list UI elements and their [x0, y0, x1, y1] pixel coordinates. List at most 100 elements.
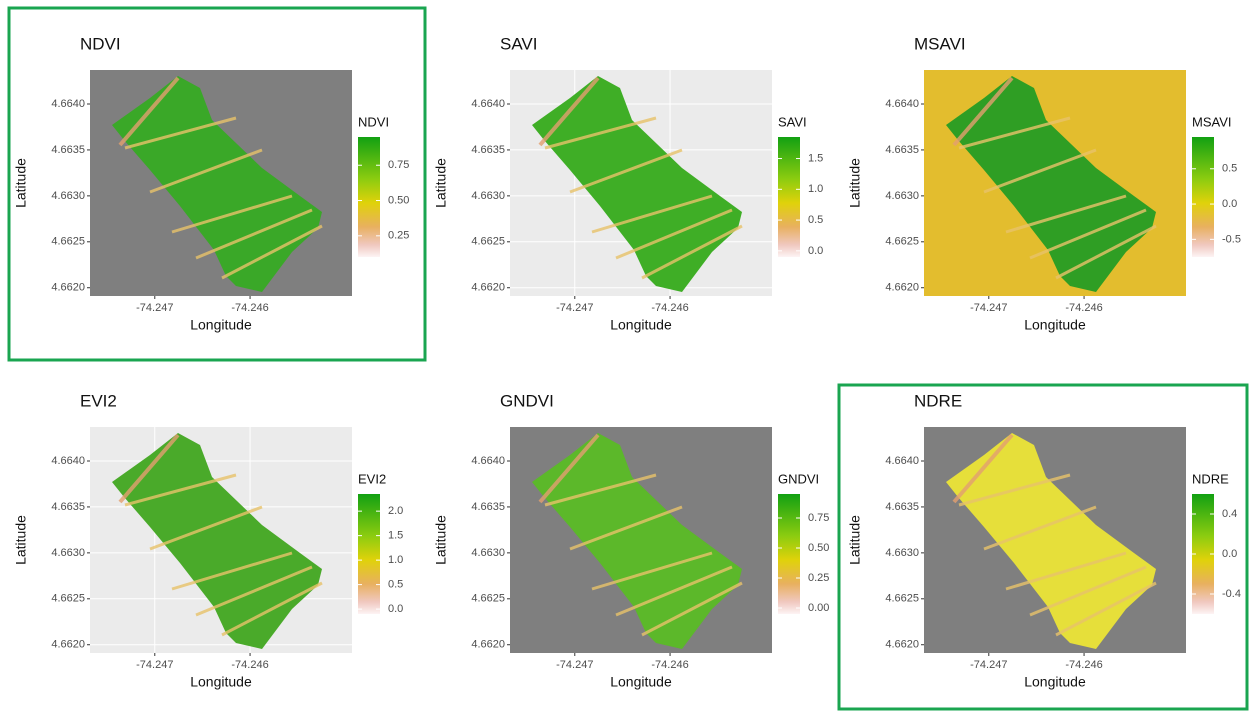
field-strip [983, 505, 1097, 551]
panel-title: GNDVI [500, 391, 554, 410]
x-tick-label: -74.247 [556, 302, 593, 314]
x-tick-label: -74.246 [1065, 302, 1102, 314]
field-edge-strip [952, 76, 1014, 147]
colorbar [358, 494, 380, 614]
x-axis-label: Longitude [1024, 674, 1086, 690]
field-strip [171, 551, 293, 591]
field-strip [149, 505, 263, 551]
colorbar [778, 494, 800, 614]
field-strip [1029, 565, 1147, 617]
field-strip [171, 194, 293, 234]
field-strip [591, 551, 713, 591]
field-edge-strip [538, 433, 600, 504]
y-tick-label: 4.6620 [471, 639, 505, 651]
colorbar-tick-label: 0.5 [808, 214, 823, 226]
field-strip [1055, 581, 1157, 637]
y-tick-label: 4.6630 [885, 547, 919, 559]
field-strip [124, 116, 237, 150]
legend-title: NDVI [358, 114, 389, 129]
panel-title: NDRE [914, 391, 962, 410]
y-tick-label: 4.6625 [51, 236, 85, 248]
y-tick-label: 4.6630 [51, 547, 85, 559]
colorbar-tick-label: 0.25 [388, 230, 409, 242]
field-edge-strip [952, 433, 1014, 504]
y-axis-label: Latitude [13, 515, 29, 565]
x-tick-label: -74.246 [651, 659, 688, 671]
y-tick-label: 4.6630 [51, 190, 85, 202]
field-strip [569, 148, 683, 194]
field-strip [221, 581, 323, 637]
legend-title: MSAVI [1192, 114, 1232, 129]
colorbar-tick-label: 1.0 [388, 554, 403, 566]
colorbar-tick-label: 1.0 [808, 183, 823, 195]
legend-title: NDRE [1192, 471, 1229, 486]
field-strip [958, 473, 1071, 507]
x-tick-label: -74.247 [556, 659, 593, 671]
y-tick-label: 4.6620 [51, 282, 85, 294]
field-strip [983, 148, 1097, 194]
field-strip [641, 224, 743, 280]
field-strip [544, 473, 657, 507]
y-tick-label: 4.6625 [885, 236, 919, 248]
colorbar-tick-label: 0.0 [1222, 198, 1237, 210]
colorbar-tick-label: 0.75 [808, 512, 829, 524]
colorbar-tick-label: 1.5 [808, 152, 823, 164]
colorbar [778, 137, 800, 257]
colorbar-tick-label: 0.50 [808, 542, 829, 554]
y-tick-label: 4.6640 [885, 98, 919, 110]
colorbar-tick-label: 0.25 [808, 572, 829, 584]
field-strip [1005, 551, 1127, 591]
field-raster [112, 76, 322, 292]
field-strip [1005, 194, 1127, 234]
x-tick-label: -74.247 [136, 659, 173, 671]
y-tick-label: 4.6620 [885, 282, 919, 294]
field-raster [532, 76, 742, 292]
y-tick-label: 4.6630 [885, 190, 919, 202]
colorbar-tick-label: -0.5 [1222, 233, 1241, 245]
map-panel: MSAVI 4.6620 4.6625 4.6630 4.6635 4.6640 -74.2… [847, 34, 1241, 332]
y-tick-label: 4.6640 [51, 98, 85, 110]
colorbar-tick-label: 0.00 [808, 602, 829, 614]
y-tick-label: 4.6630 [471, 190, 505, 202]
y-tick-label: 4.6635 [471, 144, 505, 156]
y-tick-label: 4.6630 [471, 547, 505, 559]
colorbar [358, 137, 380, 257]
colorbar-tick-label: 0.75 [388, 159, 409, 171]
y-tick-label: 4.6620 [51, 639, 85, 651]
colorbar-tick-label: 2.0 [388, 505, 403, 517]
y-tick-label: 4.6635 [51, 501, 85, 513]
field-raster [946, 433, 1156, 649]
highlight-frame [837, 383, 1249, 711]
y-axis-label: Latitude [433, 515, 449, 565]
field-edge-strip [118, 76, 180, 147]
y-tick-label: 4.6635 [51, 144, 85, 156]
field-strip [544, 116, 657, 150]
field-strip [124, 473, 237, 507]
x-axis-label: Longitude [190, 674, 252, 690]
x-axis-label: Longitude [1024, 317, 1086, 333]
colorbar [1192, 137, 1214, 257]
map-panel: NDRE 4.6620 4.6625 4.6630 4.6635 4.6640 -74.24… [837, 383, 1249, 711]
x-tick-label: -74.247 [970, 659, 1007, 671]
y-axis-label: Latitude [13, 158, 29, 208]
highlight-frame [7, 6, 427, 362]
field-strip [1055, 224, 1157, 280]
y-tick-label: 4.6625 [471, 593, 505, 605]
legend-title: GNDVI [778, 471, 819, 486]
field-raster [532, 433, 742, 649]
map-panel: GNDVI 4.6620 4.6625 4.6630 4.6635 4.6640 -74.2… [433, 391, 830, 689]
colorbar-tick-label: -0.4 [1222, 588, 1241, 600]
field-strip [958, 116, 1071, 150]
field-edge-strip [538, 76, 600, 147]
y-tick-label: 4.6635 [471, 501, 505, 513]
field-strip [149, 148, 263, 194]
x-axis-label: Longitude [610, 674, 672, 690]
map-panel: EVI2 4.6620 4.6625 4.6630 4.6635 4.6640 -74.24… [13, 391, 404, 689]
panel-title: SAVI [500, 34, 537, 53]
colorbar-tick-label: 0.0 [388, 603, 403, 615]
field-strip [591, 194, 713, 234]
legend-title: SAVI [778, 114, 807, 129]
y-tick-label: 4.6625 [885, 593, 919, 605]
y-axis-label: Latitude [433, 158, 449, 208]
